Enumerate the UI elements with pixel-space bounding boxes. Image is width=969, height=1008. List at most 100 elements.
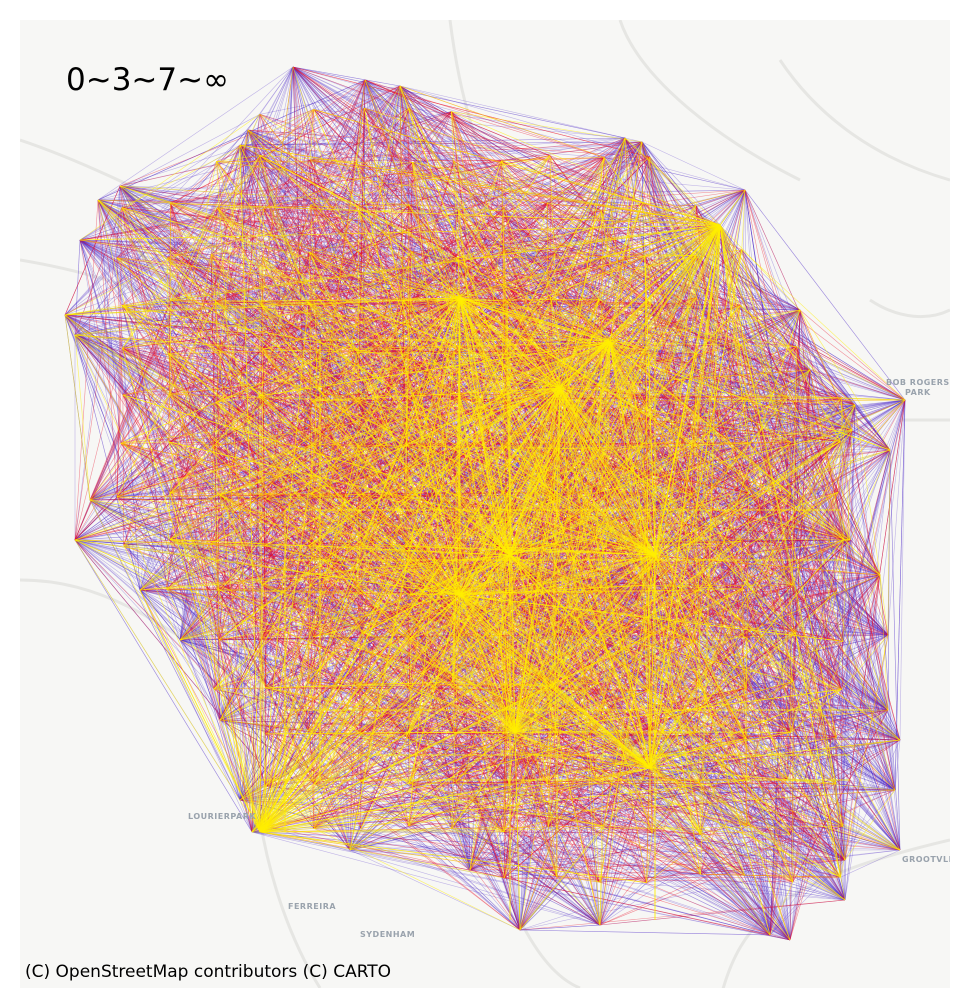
flow-edge (74, 79, 366, 336)
flow-edge (251, 831, 846, 901)
flow-edge (239, 137, 626, 146)
flow-edge (504, 210, 602, 447)
flow-edge (119, 185, 696, 256)
flow-edge (292, 66, 644, 203)
flow-edge (364, 79, 696, 256)
flow-edge (604, 157, 746, 191)
flow-edge (411, 251, 856, 406)
flow-edge (695, 255, 901, 741)
flow-edge (74, 539, 791, 941)
flow-edge (292, 66, 401, 87)
flow-edge (599, 859, 846, 883)
flow-edge (74, 539, 253, 833)
flow-edge (264, 369, 811, 546)
flow-edge (167, 144, 241, 258)
flow-edge (844, 574, 881, 901)
flow-edge (74, 446, 505, 541)
flow-edge (74, 155, 261, 336)
flow-edge (745, 449, 891, 739)
flow-edge (501, 137, 626, 395)
flow-edge (624, 137, 856, 406)
flow-edge (74, 404, 856, 541)
flow-edge (652, 832, 791, 941)
flow-edge (74, 239, 81, 336)
flow-edge (364, 79, 600, 300)
flow-edge (259, 85, 401, 115)
flow-edge (262, 349, 901, 851)
flow-edge (357, 586, 791, 941)
flow-edge (64, 314, 601, 926)
flow-edge (97, 199, 263, 586)
flow-edge (840, 429, 853, 442)
flow-edge (292, 66, 721, 226)
flow-edge (215, 301, 471, 871)
flow-edge (166, 588, 791, 941)
flow-edge (694, 445, 889, 636)
flow-edge (168, 353, 360, 733)
flow-edge (97, 199, 220, 640)
flow-edge (408, 789, 896, 827)
flow-edge (790, 634, 889, 835)
flow-edge (745, 449, 891, 739)
flow-edge (405, 736, 791, 941)
flow-edge (642, 202, 853, 431)
flow-edge (399, 85, 626, 139)
flow-edge (646, 395, 747, 542)
flow-edge (841, 397, 856, 406)
flow-edge (609, 189, 746, 343)
flow-edge (239, 494, 693, 801)
flow-edge (599, 826, 844, 926)
flow-edge (842, 399, 906, 827)
flow-edge (644, 255, 747, 739)
flow-edge (451, 369, 811, 829)
flow-edge (596, 537, 841, 878)
flow-edge (519, 297, 697, 931)
flow-edge (79, 239, 457, 783)
flow-edge (792, 574, 881, 682)
flow-edge (97, 199, 412, 252)
flow-edge (313, 109, 505, 208)
flow-edge (364, 107, 853, 431)
flow-edge (555, 253, 646, 351)
flow-edge (309, 141, 643, 253)
flow-edge (556, 543, 837, 738)
flow-edge (469, 869, 557, 878)
flow-edge (359, 732, 471, 871)
flow-edge (745, 637, 901, 851)
flow-edge (265, 449, 901, 851)
flow-edge (139, 589, 220, 641)
flow-edge (851, 429, 889, 711)
flow-edge (79, 79, 366, 241)
flow-edge (265, 785, 901, 851)
flow-edge (292, 66, 461, 299)
flow-edge (698, 782, 791, 941)
map-canvas[interactable]: BOB ROGERS PARK LOURIERPARK FERREIRA SYD… (20, 20, 950, 988)
flow-edge (408, 107, 643, 143)
flow-edge (698, 782, 791, 941)
flow-edge (239, 799, 253, 833)
flow-edge (840, 849, 901, 878)
road (258, 819, 322, 988)
flow-edge (455, 781, 771, 936)
flow-edge (74, 539, 456, 783)
flow-edge (120, 137, 626, 444)
flow-edge (97, 114, 261, 201)
flow-edge (259, 831, 846, 861)
flow-edge (356, 685, 846, 861)
flow-edge (64, 144, 241, 316)
flow-edge (741, 249, 891, 451)
flow-edge (408, 539, 851, 784)
flow-edge (799, 309, 844, 642)
flow-edge (216, 161, 359, 402)
flow-edge (641, 141, 749, 493)
flow-edge (399, 85, 801, 311)
flow-edge (451, 828, 791, 941)
flow-edge (879, 574, 901, 851)
flow-edge (292, 66, 801, 311)
flow-edge (79, 239, 457, 259)
flow-edge (251, 396, 260, 833)
flow-edge (746, 709, 889, 827)
flow-edge (119, 185, 168, 258)
flow-edge (259, 831, 791, 941)
flow-edge (792, 449, 891, 546)
